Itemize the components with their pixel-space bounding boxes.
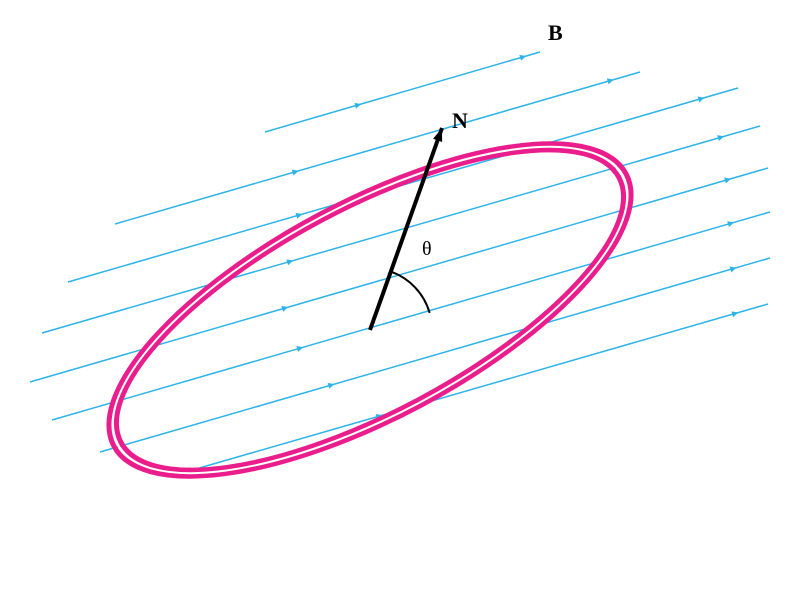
current-loop xyxy=(63,78,677,541)
magnetic-flux-diagram xyxy=(0,0,800,600)
label-B: B xyxy=(548,20,563,46)
angle-arc xyxy=(391,272,429,313)
label-theta: θ xyxy=(422,238,432,261)
normal-vector xyxy=(370,128,442,330)
label-N: N xyxy=(452,108,468,134)
